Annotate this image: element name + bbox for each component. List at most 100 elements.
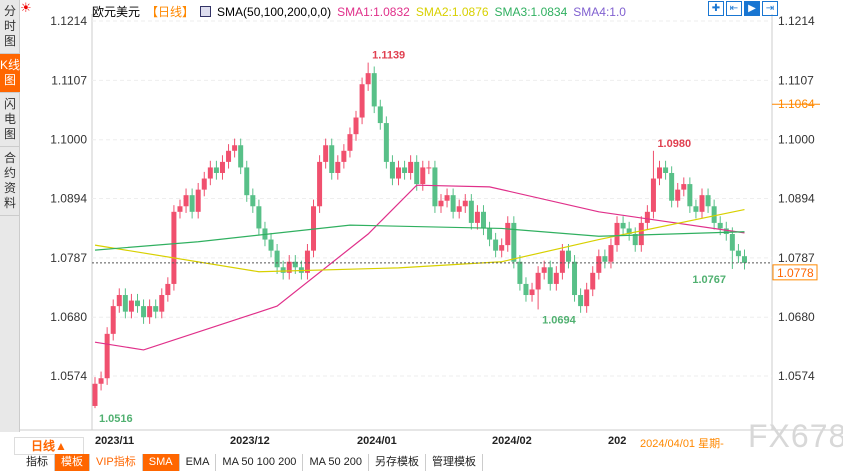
candlestick-chart[interactable]: 1.1214 1.1214 1.1107 1.1107 1.1000 1.1000 1.08… [20,0,843,454]
candle-body [122,295,128,312]
period-selector[interactable]: 日线▲ [14,437,84,455]
y-tick-left: 1.0680 [50,310,87,324]
candle-body [116,295,122,307]
candle-body [213,167,219,173]
sma3-line [94,224,745,251]
candle-body [402,167,408,173]
extreme-label: 1.1139 [372,50,405,62]
candle-body [705,195,711,207]
candle-body [134,300,140,307]
candle-body [614,222,620,246]
sun-icon: ☀ [20,0,32,15]
tab-kline[interactable]: K线图 [0,54,20,93]
y-tick-right: 1.0574 [778,369,815,383]
candle-body [669,172,675,201]
extreme-label: 1.0694 [542,314,577,326]
candle-body [195,189,201,212]
candle-body [602,256,608,262]
save-template-button[interactable]: 另存模板 [369,454,427,471]
candle-body [584,289,590,307]
candle-body [92,383,98,406]
y-tick-left: 1.0894 [50,192,87,206]
candle-body [456,206,462,212]
candle-body [565,250,571,262]
tab-indicators[interactable]: 指标 [20,454,55,471]
x-label: 202 [608,435,627,447]
crosshair-icon[interactable]: ✚ [708,1,724,16]
tab-sma[interactable]: SMA [142,454,180,471]
zoom-fit-icon[interactable]: ⇤ [726,1,742,16]
candle-body [523,283,529,296]
candle-body [353,117,359,135]
candle-body [474,211,480,223]
candle-body [487,228,493,240]
candle-body [553,272,559,284]
candle-body [432,167,438,207]
candle-body [699,195,705,212]
candle-body [480,211,486,229]
y-tick-left: 1.0574 [50,369,87,383]
candle-body [268,239,274,251]
candle-body [286,261,292,273]
candle-body [207,167,213,179]
candle-body [547,267,553,284]
cursor-date-label: 2024/04/01 星期- [640,438,724,450]
sma1-line [94,184,745,351]
candle-body [426,167,432,169]
candle-body [183,195,189,207]
candle-body [304,250,310,273]
manage-templates-button[interactable]: 管理模板 [426,454,484,471]
y-tick-left: 1.1107 [51,73,87,87]
y-tick-left: 1.1000 [50,133,87,147]
y-tick-right: 1.1214 [778,14,815,28]
candle-body [153,306,159,312]
candle-body [529,289,535,296]
candle-body [244,167,250,196]
sma3-value: SMA3:1.0834 [494,4,568,19]
candle-body [681,184,687,190]
price-marker-label: 1.1064 [778,97,815,111]
candle-body [559,250,565,273]
candle-body [675,189,681,201]
candle-body [232,145,238,151]
tab-flash[interactable]: 闪电图 [0,93,20,147]
candle-body [189,195,195,212]
chart-legend: 欧元美元 【日线】 SMA(50,100,200,0,0) SMA1:1.083… [92,3,626,20]
indicator-icon [200,6,212,17]
symbol-name: 欧元美元 [92,5,141,19]
candle-body [396,167,401,179]
candle-body [201,178,207,190]
y-tick-left: 1.0787 [50,251,87,265]
candle-body [280,267,286,273]
play-icon[interactable]: ▶ [744,1,760,16]
candle-body [438,200,444,207]
candle-body [389,161,395,179]
candle-body [323,145,329,162]
template-bar: 指标 模板 VIP指标 SMA EMA MA 50 100 200 MA 50 … [20,454,484,471]
tab-contract-info[interactable]: 合约资料 [0,147,20,216]
y-tick-right: 1.0680 [778,310,815,324]
candle-body [735,250,741,257]
candle-body [226,150,232,162]
candle-body [511,222,517,262]
tab-ema[interactable]: EMA [180,454,217,471]
candle-body [414,161,420,185]
y-tick-right: 1.0787 [778,251,815,265]
tab-vip-indicators[interactable]: VIP指标 [90,454,143,471]
chart-toolbar: ✚ ⇤ ▶ ⇥ [708,1,778,16]
candle-body [292,261,298,268]
sma4-value: SMA4:1.0 [573,4,626,19]
candle-body [408,161,414,173]
move-right-icon[interactable]: ⇥ [762,1,778,16]
sma2-value: SMA2:1.0876 [415,4,489,19]
tab-templates[interactable]: 模板 [55,454,90,471]
candle-body [541,267,547,273]
candle-body [632,234,638,246]
candle-body [517,261,523,284]
tab-ma-50-100-200[interactable]: MA 50 100 200 [216,454,304,471]
tab-timeshare[interactable]: 分时图 [0,0,20,54]
tab-ma-50-200[interactable]: MA 50 200 [303,454,370,471]
candle-body [535,272,541,290]
candle-body [256,206,262,229]
candle-body [274,250,280,268]
